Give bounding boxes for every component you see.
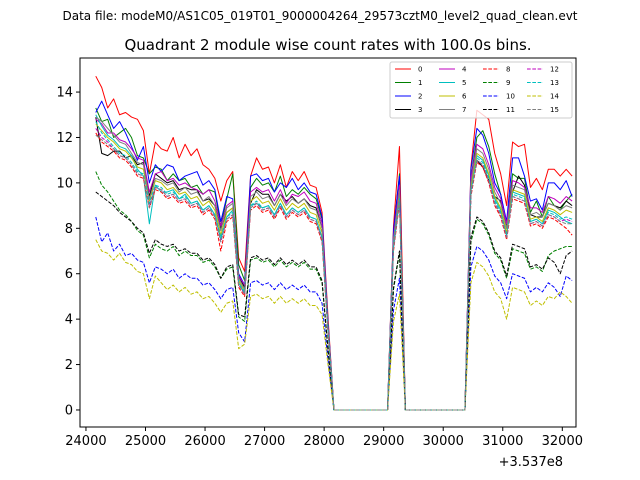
series-line-8 <box>95 132 573 411</box>
axes-frame <box>79 57 577 428</box>
legend-label-14: 14 <box>550 93 559 101</box>
y-tick-label: 4 <box>65 313 73 328</box>
series-line-0 <box>95 75 573 411</box>
legend-label-11: 11 <box>506 106 515 114</box>
legend-label-13: 13 <box>550 79 559 87</box>
y-tick-label: 8 <box>65 222 73 237</box>
y-tick-label: 10 <box>56 176 73 191</box>
x-tick-label: 26000 <box>184 434 225 449</box>
x-tick-label: 24000 <box>65 434 106 449</box>
x-axis: 24000 25000 26000 27000 28000 29000 30000 31000… <box>65 427 583 449</box>
y-tick-label: 2 <box>65 358 73 373</box>
x-tick-label: 25000 <box>125 434 166 449</box>
series-line-11 <box>95 191 573 411</box>
series-line-12 <box>95 128 573 411</box>
series-line-5 <box>95 114 573 411</box>
x-tick-label: 28000 <box>303 434 344 449</box>
legend-label-6: 6 <box>462 93 467 101</box>
legend-label-10: 10 <box>506 93 515 101</box>
series-lines <box>95 75 573 411</box>
legend-label-15: 15 <box>550 106 559 114</box>
series-line-13 <box>95 121 573 411</box>
series-line-2 <box>95 100 573 411</box>
y-axis: 0 2 4 6 8 10 12 14 <box>56 86 80 418</box>
x-tick-label: 30000 <box>423 434 464 449</box>
figure-suptitle: Data file: modeM0/AS1C05_019T01_90000042… <box>62 9 577 23</box>
legend-frame <box>389 61 573 119</box>
y-tick-label: 6 <box>65 267 73 282</box>
legend-label-4: 4 <box>462 66 467 74</box>
legend-label-7: 7 <box>462 106 466 114</box>
legend-label-0: 0 <box>418 66 422 74</box>
x-tick-label: 29000 <box>363 434 404 449</box>
x-tick-label: 27000 <box>244 434 285 449</box>
legend-label-9: 9 <box>506 79 510 87</box>
x-tick-label: 31000 <box>482 434 523 449</box>
legend-label-5: 5 <box>462 79 466 87</box>
x-offset-label: +3.537e8 <box>499 455 563 470</box>
plot-area <box>79 57 577 428</box>
legend-label-1: 1 <box>418 79 422 87</box>
legend-label-12: 12 <box>550 66 559 74</box>
x-tick-label: 32000 <box>542 434 583 449</box>
legend-label-2: 2 <box>418 93 422 101</box>
y-tick-label: 14 <box>56 86 73 101</box>
series-line-3 <box>95 116 573 411</box>
chart-title: Quadrant 2 module wise count rates with … <box>124 36 531 54</box>
series-line-14 <box>95 239 573 411</box>
legend-label-8: 8 <box>506 66 510 74</box>
y-tick-label: 12 <box>56 131 73 146</box>
legend-label-3: 3 <box>418 106 422 114</box>
series-line-4 <box>95 118 573 411</box>
series-line-7 <box>95 116 573 411</box>
series-line-6 <box>95 123 573 411</box>
y-tick-label: 0 <box>65 403 73 418</box>
series-line-10 <box>95 216 573 411</box>
